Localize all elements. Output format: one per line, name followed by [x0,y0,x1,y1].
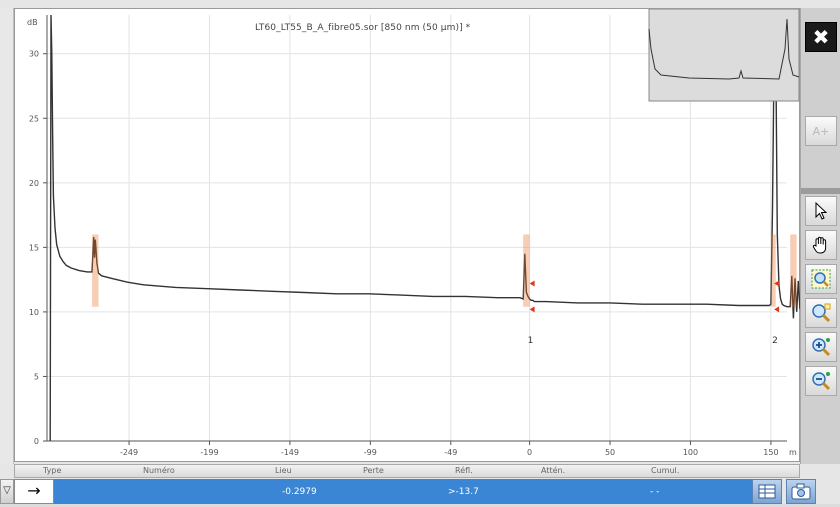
grid-icon [758,484,776,499]
event-highlight [770,234,776,307]
zoom-in-icon [812,338,831,357]
x-tick-label: -249 [120,448,138,457]
add-marker-label: A+ [812,124,830,138]
y-tick-label: 20 [29,179,39,188]
event-highlight [790,234,797,307]
col-type[interactable]: Type [43,466,62,475]
x-tick-label: 0 [527,448,532,457]
zoom-fit-icon [811,269,831,289]
col-perte[interactable]: Perte [363,466,384,475]
y-axis-unit: dB [27,18,38,27]
col-refl[interactable]: Réfl. [455,466,473,475]
y-tick-label: 30 [29,50,39,59]
event-number-label: 2 [772,336,778,346]
col-atten[interactable]: Attén. [541,466,566,475]
events-table-header: Type Numéro Lieu Perte Réfl. Attén. Cumu… [14,464,800,478]
zoom-fit-button[interactable] [805,264,837,294]
row-lieu: -0.2979 [282,487,317,497]
pan-tool-button[interactable] [805,230,837,260]
filter-dropdown-button[interactable]: ▽ [0,479,14,504]
camera-icon [791,483,811,500]
event-marker-top [529,280,535,287]
table-row[interactable]: → -0.2979 >-13.7 - - [14,479,770,504]
toolbar-separator [801,188,840,194]
event-marker-top [774,280,780,287]
x-tick-label: -199 [200,448,218,457]
row-refl: >-13.7 [448,487,479,497]
y-tick-label: 10 [29,308,39,317]
x-axis-unit: m [789,448,797,457]
event-highlight [92,234,99,307]
trace-plot-area[interactable]: -249 -199 -149 -99 -49 0 50 100 150 0 5 10 15 20 25 30 d… [14,8,801,463]
col-cumul[interactable]: Cumul. [651,466,680,475]
screenshot-button[interactable] [786,479,816,504]
arrow-right-icon: → [14,479,54,504]
table-view-button[interactable] [752,479,782,504]
zoom-window-icon [812,303,831,323]
y-tick-label: 25 [29,114,39,123]
y-tick-label: 15 [29,243,39,252]
zoom-out-icon [812,372,831,391]
pointer-tool-button[interactable] [805,196,837,226]
zoom-window-button[interactable] [805,298,837,328]
add-marker-button: A+ [805,116,837,146]
event-number-label: 1 [528,336,534,346]
close-icon: ✖ [812,25,830,49]
trace-title: LT60_LT55_B_A_fibre05.sor [850 nm (50 µm… [255,23,471,33]
overview-trace [648,18,800,80]
otdr-trace-chart[interactable]: -249 -199 -149 -99 -49 0 50 100 150 0 5 10 15 20 25 30 d… [15,9,801,463]
event-marker-bottom [774,306,780,313]
trace-line [49,14,801,442]
x-tick-label: -149 [281,448,299,457]
x-tick-label: -99 [364,448,377,457]
row-cumul: - - [650,487,660,497]
y-tick-label: 5 [34,372,39,381]
overview-thumbnail [648,9,800,102]
left-gutter [0,8,14,464]
zoom-in-button[interactable] [805,332,837,362]
event-marker-bottom [529,306,535,313]
hand-pan-icon [812,236,827,254]
filter-icon: ▽ [3,485,11,496]
x-tick-label: 50 [605,448,615,457]
pointer-icon [815,201,828,220]
zoom-out-button[interactable] [805,366,837,396]
col-numero[interactable]: Numéro [143,466,175,475]
x-tick-label: 150 [763,448,778,457]
x-tick-label: 100 [683,448,698,457]
y-tick-label: 0 [34,437,39,446]
x-tick-label: -49 [444,448,457,457]
right-toolbar: ✖ A+ [800,8,840,464]
event-highlight [523,234,530,307]
close-button[interactable]: ✖ [805,22,837,52]
col-lieu[interactable]: Lieu [275,466,292,475]
